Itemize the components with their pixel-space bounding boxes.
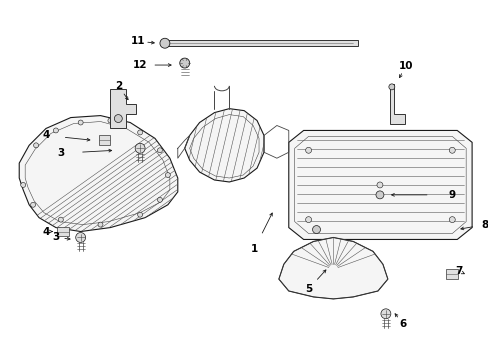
Circle shape bbox=[375, 191, 383, 199]
Circle shape bbox=[76, 233, 85, 242]
Circle shape bbox=[135, 143, 145, 153]
Circle shape bbox=[31, 202, 36, 207]
Circle shape bbox=[388, 84, 394, 90]
Circle shape bbox=[160, 38, 169, 48]
Bar bbox=[98, 135, 110, 145]
Text: 3: 3 bbox=[57, 148, 64, 158]
Text: 7: 7 bbox=[455, 266, 462, 276]
Polygon shape bbox=[278, 238, 387, 299]
Circle shape bbox=[165, 172, 170, 177]
Polygon shape bbox=[389, 84, 404, 123]
Circle shape bbox=[380, 309, 390, 319]
Text: 5: 5 bbox=[305, 284, 311, 294]
Polygon shape bbox=[184, 109, 264, 182]
Circle shape bbox=[157, 197, 162, 202]
Polygon shape bbox=[162, 40, 357, 46]
Polygon shape bbox=[19, 116, 178, 231]
Text: 12: 12 bbox=[133, 60, 147, 70]
Circle shape bbox=[137, 212, 142, 217]
Text: 4: 4 bbox=[42, 130, 50, 140]
Circle shape bbox=[376, 182, 382, 188]
Text: 1: 1 bbox=[250, 244, 257, 255]
Circle shape bbox=[108, 118, 113, 123]
Text: 6: 6 bbox=[398, 319, 406, 329]
Circle shape bbox=[53, 128, 58, 133]
Polygon shape bbox=[110, 89, 136, 129]
Bar bbox=[446, 269, 457, 279]
Circle shape bbox=[448, 147, 454, 153]
Circle shape bbox=[78, 120, 83, 125]
Circle shape bbox=[305, 217, 311, 222]
Text: 2: 2 bbox=[115, 81, 122, 91]
Text: 11: 11 bbox=[131, 36, 145, 46]
Circle shape bbox=[20, 183, 25, 188]
Circle shape bbox=[114, 114, 122, 122]
Text: 10: 10 bbox=[398, 61, 412, 71]
Circle shape bbox=[312, 226, 320, 234]
Circle shape bbox=[305, 147, 311, 153]
Polygon shape bbox=[288, 130, 471, 239]
Text: 3: 3 bbox=[52, 233, 60, 243]
Bar bbox=[57, 226, 69, 237]
Circle shape bbox=[58, 217, 63, 222]
Circle shape bbox=[448, 217, 454, 222]
Text: 4: 4 bbox=[42, 226, 50, 237]
Text: 9: 9 bbox=[448, 190, 455, 200]
Circle shape bbox=[157, 148, 162, 153]
Circle shape bbox=[34, 143, 39, 148]
Circle shape bbox=[137, 130, 142, 135]
Circle shape bbox=[180, 58, 189, 68]
Circle shape bbox=[98, 222, 103, 227]
Text: 8: 8 bbox=[480, 220, 488, 230]
